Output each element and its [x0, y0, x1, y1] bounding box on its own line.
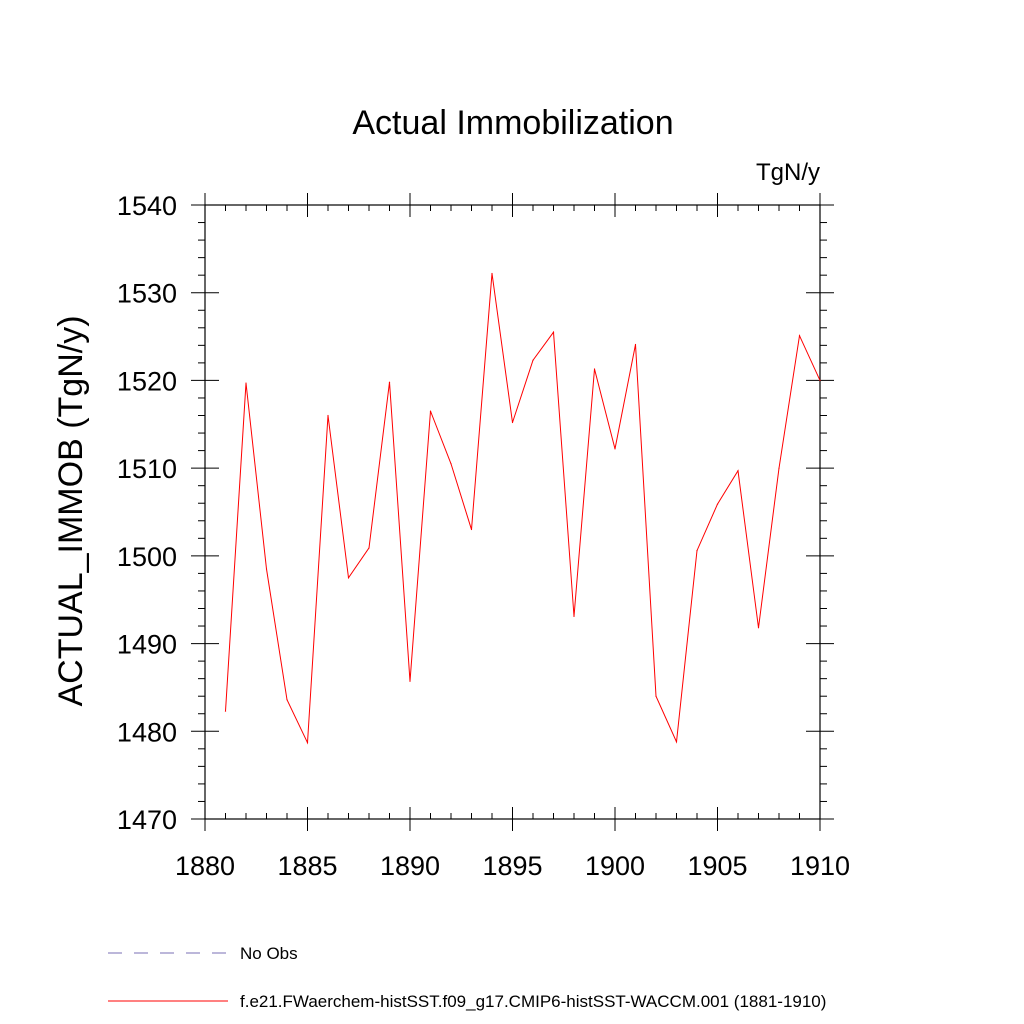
data-point: [245, 382, 247, 384]
y-tick-label: 1500: [117, 542, 177, 572]
data-point: [552, 331, 555, 333]
units-label: TgN/y: [756, 159, 820, 186]
data-point: [757, 627, 760, 629]
y-axis-label: ACTUAL_IMMOB (TgN/y): [52, 315, 90, 706]
data-point: [737, 470, 739, 472]
data-point: [778, 467, 780, 469]
axis-tick-labels: 1880 1885 1890 1895 1900 1905 1910 1470 1480 1490…: [117, 191, 850, 881]
data-point: [409, 680, 411, 682]
series-line: [225, 273, 821, 745]
y-tick-label: 1510: [117, 454, 177, 484]
series-layer: [224, 272, 821, 745]
data-point: [347, 577, 350, 579]
axis-ticks: [191, 193, 834, 831]
x-tick-label: 1895: [482, 851, 542, 881]
chart-title: Actual Immobilization: [352, 104, 673, 142]
y-tick-label: 1490: [117, 630, 177, 660]
y-tick-label: 1530: [117, 279, 177, 309]
data-point: [716, 503, 719, 505]
x-tick-label: 1910: [790, 851, 850, 881]
data-point: [798, 335, 801, 337]
data-point: [655, 695, 657, 697]
data-point: [696, 549, 698, 552]
data-point: [573, 615, 575, 617]
data-point: [265, 568, 268, 570]
y-tick-label: 1480: [117, 717, 177, 747]
legend-model-label: f.e21.FWaerchem-histSST.f09_g17.CMIP6-hi…: [240, 992, 826, 1011]
y-tick-label: 1540: [117, 191, 177, 221]
data-point: [470, 528, 473, 531]
data-point: [450, 463, 452, 465]
data-point: [511, 421, 514, 424]
x-tick-label: 1880: [175, 851, 235, 881]
data-point: [286, 699, 288, 701]
data-point: [224, 710, 227, 712]
data-point: [491, 272, 493, 275]
data-point: [614, 448, 616, 450]
x-tick-label: 1905: [687, 851, 747, 881]
x-tick-label: 1885: [277, 851, 337, 881]
data-point: [306, 742, 309, 744]
x-tick-label: 1900: [585, 851, 645, 881]
data-point: [388, 381, 391, 383]
data-point: [532, 359, 534, 361]
y-tick-label: 1520: [117, 366, 177, 396]
data-point: [327, 414, 329, 417]
data-point: [634, 343, 637, 346]
plot-frame: [204, 204, 821, 820]
data-point: [593, 368, 596, 370]
legend: No Obs f.e21.FWaerchem-histSST.f09_g17.C…: [108, 944, 826, 1011]
y-tick-label: 1470: [117, 805, 177, 835]
legend-no-obs-label: No Obs: [240, 944, 298, 963]
data-point: [429, 410, 432, 412]
x-tick-label: 1890: [380, 851, 440, 881]
data-point: [675, 741, 678, 743]
data-point: [368, 547, 370, 549]
data-point: [819, 379, 821, 382]
